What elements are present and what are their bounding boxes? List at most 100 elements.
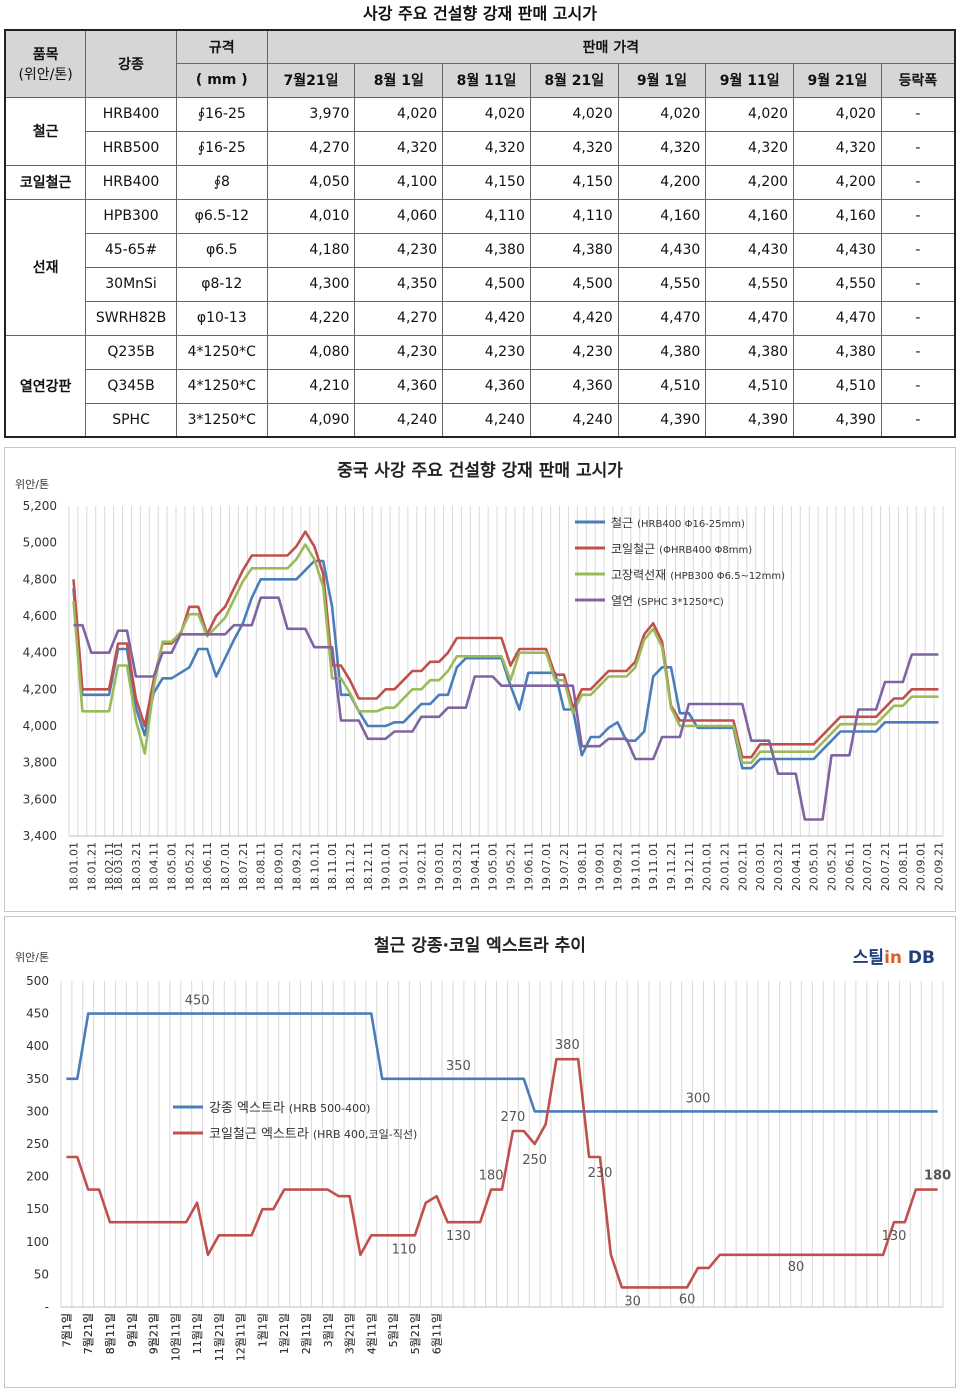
x-tick-label: 20.07.01: [861, 842, 874, 891]
x-tick-label: 18.08.11: [255, 842, 268, 891]
y-tick-label: 450: [26, 1007, 49, 1021]
grade-cell: Q345B: [85, 368, 177, 404]
data-label: 450: [185, 994, 210, 1009]
legend-label: 고장력선재 (HPB300 Φ6.5~12mm): [611, 568, 785, 582]
spec-cell: 3*1250*C: [175, 402, 268, 438]
table-row: 30MnSi φ8-12 4,300 4,350 4,500 4,500 4,550 4,55…: [5, 266, 956, 302]
price-chart-panel: 중국 사강 주요 건설향 강재 판매 고시가 위안/톤 3,400 3,600 3,80…: [4, 447, 956, 912]
price-cell: 4,500: [442, 266, 531, 302]
price-cell: 4,020: [705, 96, 795, 132]
x-tick-label: 9월1일: [125, 1313, 139, 1347]
x-tick-label: 20.05.21: [826, 842, 839, 891]
x-tick-label: 18.12.11: [362, 842, 375, 891]
brand-logo: 스틸in DB: [853, 947, 935, 968]
grade-cell: SWRH82B: [85, 300, 177, 336]
price-cell: 4,240: [529, 402, 619, 438]
x-tick-label: 10월11일: [168, 1313, 182, 1361]
x-tick-label: 19.01.01: [380, 842, 393, 891]
price-cell: 4,510: [793, 368, 882, 404]
price-cell: 4,380: [793, 334, 882, 370]
x-tick-label: 20.04.11: [790, 842, 803, 891]
price-cell: 4,180: [266, 232, 356, 268]
x-tick-label: 7월21일: [81, 1313, 95, 1354]
x-tick-label: 20.09.21: [933, 842, 946, 891]
table-row: HRB500 ∮16-25 4,270 4,320 4,320 4,320 4,320 4,3…: [5, 130, 956, 166]
legend-note: (HRB 400,코일-직선): [313, 1127, 417, 1141]
x-tick-label: 3월21일: [343, 1313, 357, 1354]
data-label: 80: [788, 1260, 805, 1275]
price-cell: 4,020: [442, 96, 531, 132]
header-date: 7월21일: [266, 62, 356, 98]
y-tick-label: 5,200: [23, 499, 57, 513]
change-cell: -: [880, 402, 956, 438]
change-cell: -: [880, 266, 956, 302]
x-tick-label: 19.07.21: [558, 842, 571, 891]
price-cell: 4,470: [793, 300, 882, 336]
price-cell: 4,230: [529, 334, 619, 370]
x-ticks: 7월1일 7월21일 8월11일 9월1일 9월21일 10월11일 11월1일 11월21일…: [59, 1313, 443, 1361]
legend-label: 코일철근 엑스트라 (HRB 400,코일-직선): [209, 1127, 417, 1142]
price-cell: 4,110: [442, 198, 531, 234]
x-tick-label: 18.03.01: [112, 842, 125, 891]
price-cell: 4,160: [617, 198, 707, 234]
y-tick-label: 4,400: [23, 646, 57, 660]
series-group: [72, 530, 939, 821]
data-label: 30: [624, 1294, 641, 1309]
legend-name: 강종 엑스트라: [209, 1101, 285, 1116]
x-tick-label: 18.11.01: [326, 842, 339, 891]
price-cell: 4,350: [354, 266, 444, 302]
x-tick-label: 11월21일: [212, 1313, 226, 1361]
x-tick-label: 19.02.11: [415, 842, 428, 891]
y-tick-label: 4,600: [23, 609, 57, 623]
x-tick-label: 3월1일: [321, 1313, 335, 1347]
spec-cell: 4*1250*C: [175, 334, 268, 370]
price-cell: 4,020: [793, 96, 882, 132]
data-label: 250: [522, 1153, 547, 1168]
price-cell: 4,110: [529, 198, 619, 234]
y-tick-label: 3,800: [23, 756, 57, 770]
y-tick-label: 300: [26, 1104, 49, 1118]
price-cell: 4,360: [354, 368, 444, 404]
price-cell: 4,390: [617, 402, 707, 438]
x-tick-label: 20.07.21: [879, 842, 892, 891]
price-cell: 4,500: [529, 266, 619, 302]
data-label: 110: [392, 1242, 417, 1257]
header-date: 8월 1일: [354, 62, 444, 98]
x-tick-label: 1월1일: [255, 1313, 269, 1347]
spec-cell: ∮8: [175, 164, 268, 200]
change-cell: -: [880, 334, 956, 370]
x-tick-label: 19.11.01: [647, 842, 660, 891]
chart-title: 중국 사강 주요 건설향 강재 판매 고시가: [337, 460, 623, 481]
brand-suffix: DB: [902, 948, 935, 968]
x-tick-label: 6월11일: [430, 1313, 444, 1354]
header-date: 8월 21일: [529, 62, 619, 98]
x-tick-label: 20.05.01: [808, 842, 821, 891]
y-tick-label: 4,200: [23, 682, 57, 696]
x-tick-label: 5월1일: [386, 1313, 400, 1347]
x-tick-label: 7월1일: [59, 1313, 73, 1347]
header-grade: 강종: [85, 29, 177, 98]
extra-chart-panel: 철근 강종·코일 엑스트라 추이 위안/톤 - 50 100 150 200 250 300 35…: [4, 916, 956, 1388]
y-tick-label: 5,000: [23, 536, 57, 550]
price-cell: 4,550: [705, 266, 795, 302]
spec-cell: φ6.5: [175, 232, 268, 268]
x-tick-label: 18.06.11: [201, 842, 214, 891]
header-date: 9월 11일: [705, 62, 795, 98]
data-label: 60: [679, 1292, 696, 1307]
x-tick-label: 8월11일: [103, 1313, 117, 1354]
x-tick-label: 8월11일: [103, 1313, 117, 1354]
y-tick-label: 400: [26, 1039, 49, 1053]
legend: 철근 (HRB400 Φ16-25mm) 코일철근 (ΦHRB400 Φ8mm) 고장력…: [575, 516, 785, 608]
x-tick-label: 12월11일: [234, 1313, 248, 1361]
x-tick-label: 19.07.01: [540, 842, 553, 891]
x-tick-label: 19.03.01: [433, 842, 446, 891]
legend-name: 고장력선재: [611, 568, 666, 582]
price-cell: 4,270: [266, 130, 356, 166]
x-tick-label: 9월1일: [125, 1313, 139, 1347]
x-tick-label: 18.07.01: [219, 842, 232, 891]
legend-name: 철근: [611, 516, 633, 530]
y-tick-label: 50: [34, 1267, 49, 1281]
data-label: 180: [479, 1169, 504, 1184]
x-tick-label: 18.02.11: [103, 842, 116, 891]
grade-cell: HRB400: [85, 96, 177, 132]
